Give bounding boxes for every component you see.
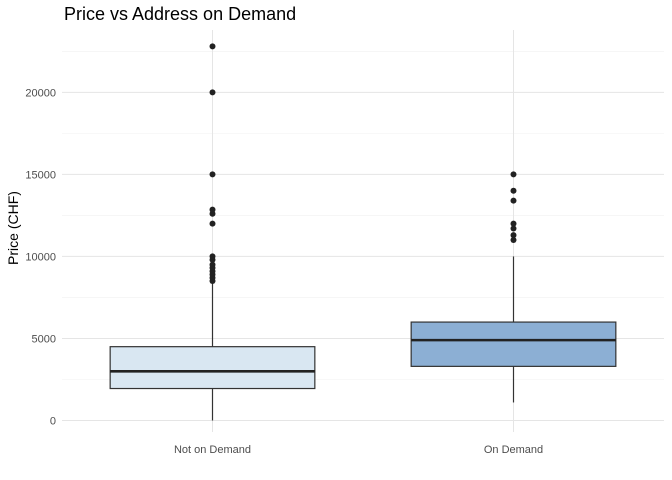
y-tick-label: 20000 (25, 87, 56, 99)
outlier-point (209, 210, 216, 217)
y-tick-label: 5000 (32, 333, 56, 345)
outlier-point (209, 253, 216, 260)
outlier-point (510, 171, 517, 178)
outlier-point (209, 89, 216, 96)
box-group (109, 43, 316, 421)
outlier-point (209, 171, 216, 178)
box-group (410, 171, 617, 403)
y-tick-label: 0 (50, 416, 56, 428)
chart-title: Price vs Address on Demand (64, 4, 296, 24)
outlier-point (510, 197, 517, 204)
outlier-point (510, 220, 517, 227)
box-layer (109, 43, 617, 421)
outlier-point (510, 237, 517, 244)
outlier-point (209, 220, 216, 227)
grid-layer (62, 30, 664, 432)
iqr-box (410, 321, 617, 367)
outlier-point (209, 261, 216, 268)
outlier-point (510, 225, 517, 232)
x-tick-label: On Demand (484, 444, 543, 456)
outlier-point (209, 206, 216, 213)
outlier-point (510, 232, 517, 239)
y-tick-label: 15000 (25, 169, 56, 181)
outlier-point (209, 43, 216, 50)
y-axis-title: Price (CHF) (5, 191, 21, 265)
tick-layer: 0 5000 10000 15000 20000 Not on Demand On Dema… (25, 87, 543, 456)
iqr-box (109, 346, 316, 390)
x-tick-label: Not on Demand (174, 444, 251, 456)
y-tick-label: 10000 (25, 251, 56, 263)
outlier-point (510, 187, 517, 194)
